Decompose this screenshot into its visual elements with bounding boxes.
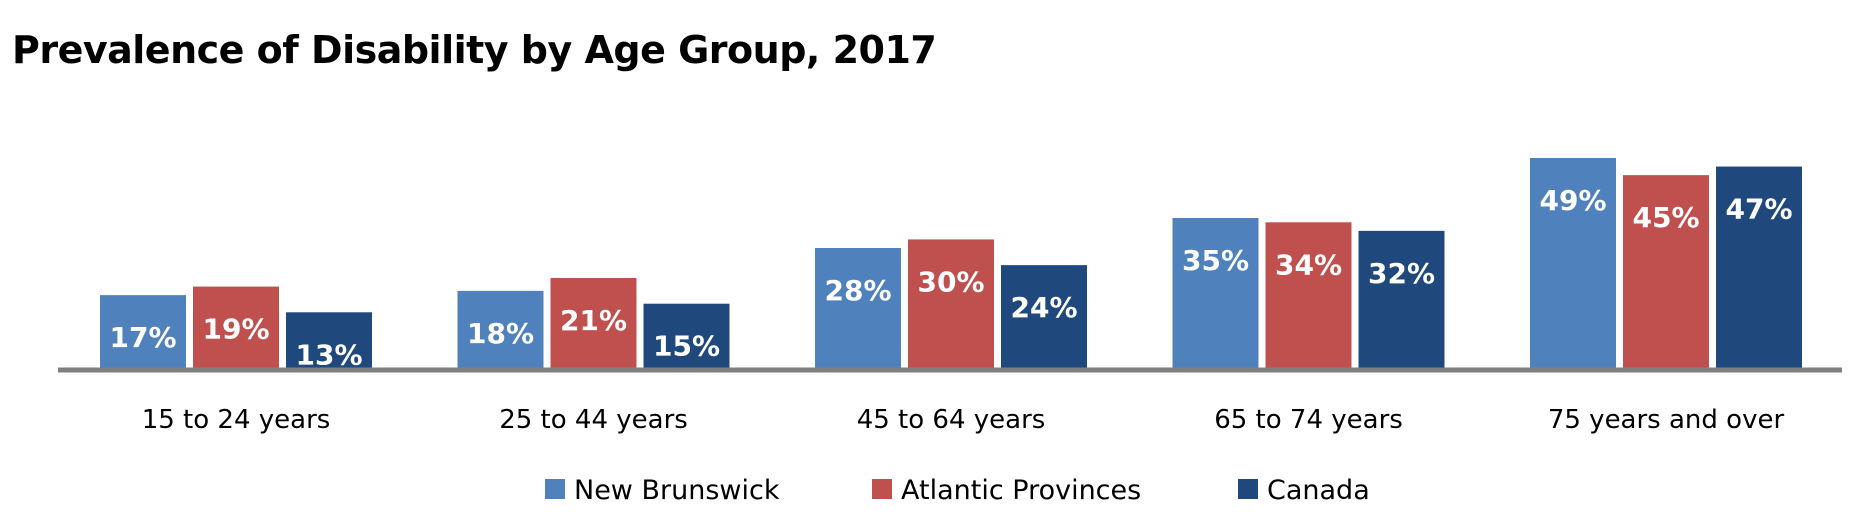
legend: New Brunswick Atlantic Provinces Canada: [545, 475, 1370, 506]
data-label-canada-25-to-44-years: 15%: [653, 330, 720, 363]
bar-atlantic-provinces-15-to-24-years: [193, 286, 279, 368]
data-label-new-brunswick-65-to-74-years: 35%: [1182, 244, 1249, 277]
bar-atlantic-provinces-45-to-64-years: [908, 239, 994, 368]
data-label-canada-45-to-64-years: 24%: [1010, 291, 1077, 324]
bar-atlantic-provinces-75-years-and-over: [1623, 175, 1709, 368]
data-label-new-brunswick-25-to-44-years: 18%: [467, 317, 534, 350]
bar-new-brunswick-45-to-64-years: [815, 248, 901, 368]
category-label-15-to-24-years: 15 to 24 years: [142, 405, 331, 435]
chart-title: Prevalence of Disability by Age Group, 2…: [12, 28, 937, 72]
bar-canada-65-to-74-years: [1358, 230, 1445, 368]
bar-canada-15-to-24-years: [286, 312, 372, 368]
data-label-new-brunswick-45-to-64-years: 28%: [824, 274, 891, 307]
bar-canada-75-years-and-over: [1716, 166, 1802, 368]
data-label-new-brunswick-15-to-24-years: 17%: [109, 321, 176, 354]
legend-label-new-brunswick: New Brunswick: [574, 475, 780, 506]
data-label-atlantic-provinces-15-to-24-years: 19%: [202, 313, 269, 346]
bar-canada-25-to-44-years: [643, 303, 730, 368]
category-label-25-to-44-years: 25 to 44 years: [499, 405, 688, 435]
legend-swatch-atlantic-provinces: [872, 479, 892, 499]
data-label-atlantic-provinces-25-to-44-years: 21%: [560, 304, 627, 337]
data-label-atlantic-provinces-45-to-64-years: 30%: [917, 265, 984, 298]
bar-new-brunswick-25-to-44-years: [457, 290, 544, 368]
data-label-canada-15-to-24-years: 13%: [295, 338, 362, 371]
legend-label-atlantic-provinces: Atlantic Provinces: [901, 475, 1141, 506]
legend-swatch-new-brunswick: [545, 479, 565, 499]
category-label-65-to-74-years: 65 to 74 years: [1214, 405, 1403, 435]
data-label-atlantic-provinces-75-years-and-over: 45%: [1632, 201, 1699, 234]
legend-swatch-canada: [1238, 479, 1258, 499]
data-label-canada-65-to-74-years: 32%: [1368, 257, 1435, 290]
data-label-new-brunswick-75-years-and-over: 49%: [1539, 184, 1606, 217]
bar-new-brunswick-65-to-74-years: [1172, 218, 1259, 368]
data-label-atlantic-provinces-65-to-74-years: 34%: [1275, 248, 1342, 281]
category-label-75-years-and-over: 75 years and over: [1548, 405, 1785, 435]
bar-labels-group: 17% 19% 13% 18% 21% 15% 28% 30% 24% 35% 34% 32% 49% 4…: [109, 184, 1792, 371]
legend-label-canada: Canada: [1267, 475, 1370, 506]
data-label-canada-75-years-and-over: 47%: [1725, 193, 1792, 226]
bar-new-brunswick-15-to-24-years: [100, 295, 186, 368]
bar-atlantic-provinces-25-to-44-years: [550, 278, 637, 368]
bar-atlantic-provinces-65-to-74-years: [1265, 222, 1352, 368]
bar-new-brunswick-75-years-and-over: [1530, 158, 1616, 368]
category-label-45-to-64-years: 45 to 64 years: [857, 405, 1046, 435]
category-labels-group: 15 to 24 years 25 to 44 years 45 to 64 yea…: [142, 405, 1785, 435]
bar-canada-45-to-64-years: [1001, 265, 1087, 368]
bars-group: [100, 158, 1802, 368]
